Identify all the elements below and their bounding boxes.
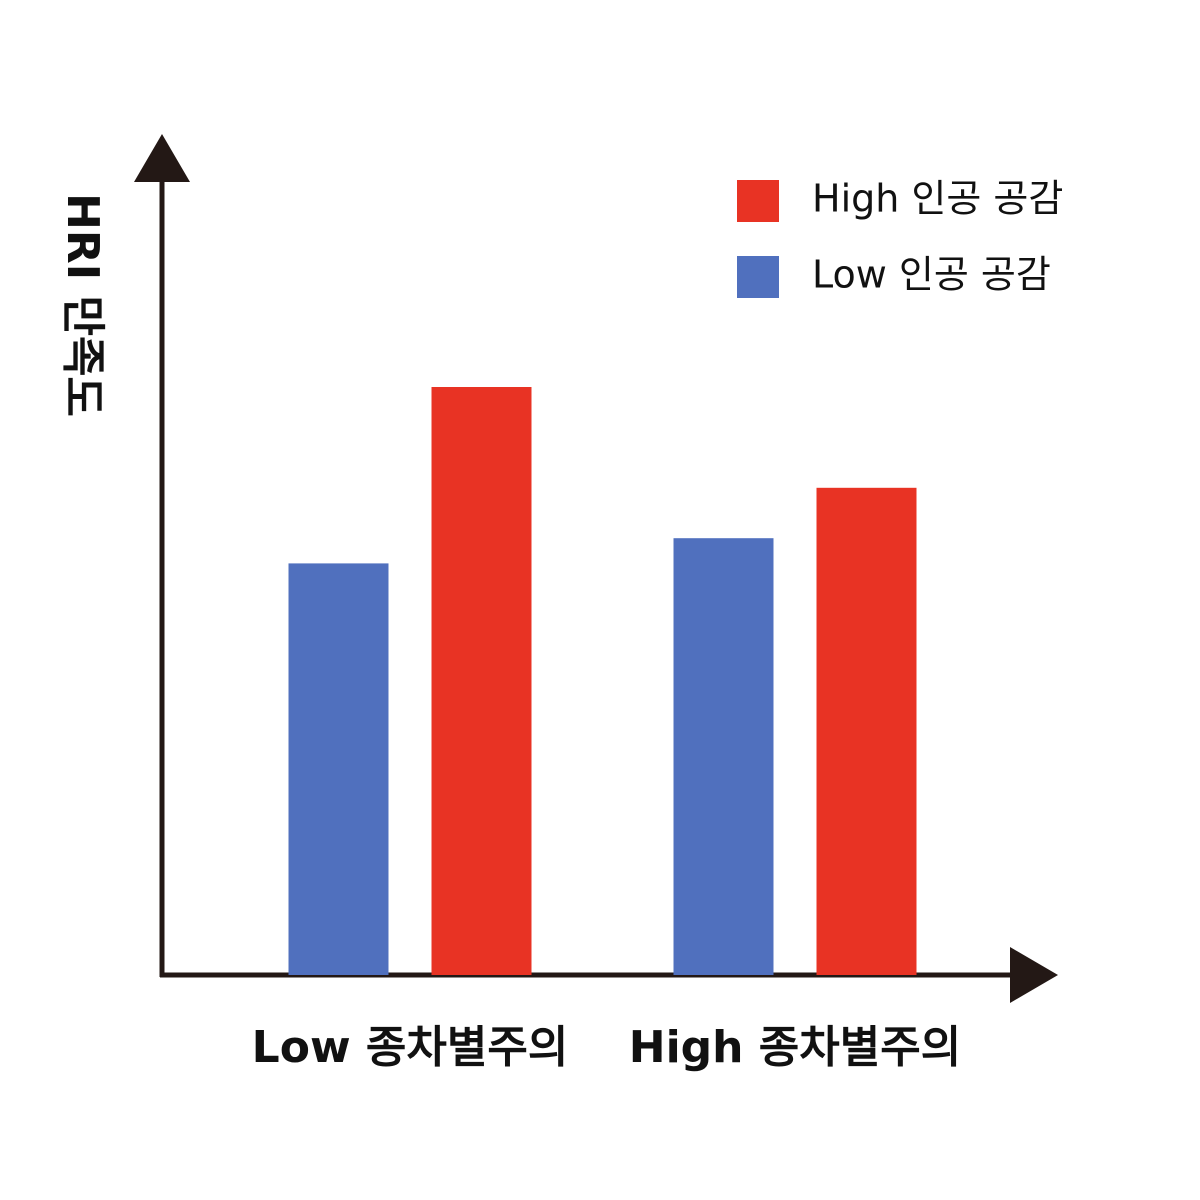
bar bbox=[431, 387, 532, 975]
x-axis-arrow bbox=[1010, 947, 1058, 1003]
legend-swatch bbox=[737, 180, 779, 222]
bar bbox=[288, 563, 389, 975]
y-axis-arrow bbox=[134, 134, 190, 182]
legend-swatch bbox=[737, 256, 779, 298]
x-tick-label: Low 종차별주의 bbox=[252, 1022, 569, 1073]
legend-label: High 인공 공감 bbox=[812, 177, 1063, 221]
legend-label: Low 인공 공감 bbox=[812, 253, 1051, 297]
x-tick-label: High 종차별주의 bbox=[629, 1022, 961, 1073]
y-axis-label: HRI 만족도 bbox=[57, 193, 108, 417]
bar bbox=[673, 538, 774, 975]
bar bbox=[816, 487, 917, 975]
